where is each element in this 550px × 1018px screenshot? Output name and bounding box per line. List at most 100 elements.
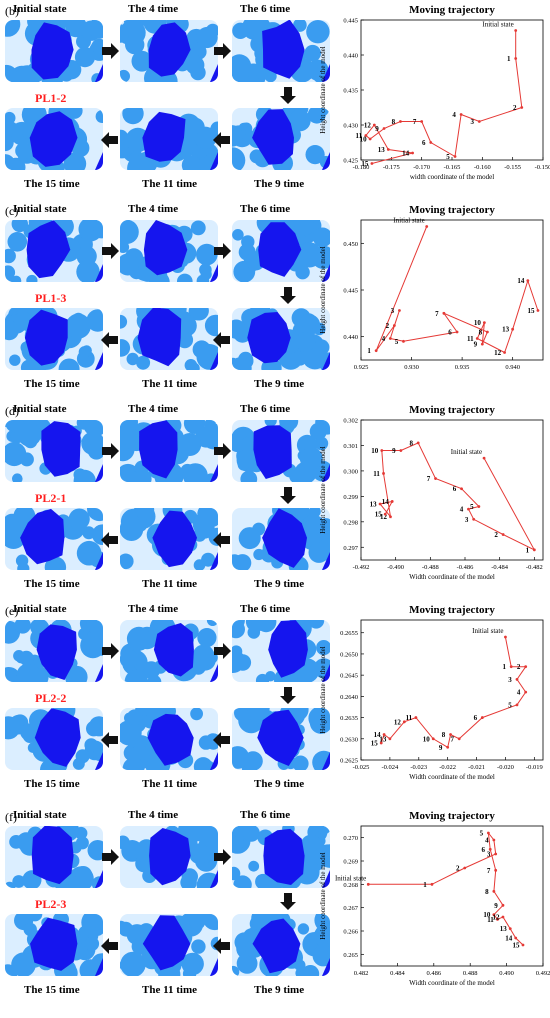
- particle-snapshot: [232, 914, 330, 976]
- particle-snapshot: [5, 914, 103, 976]
- trajectory-chart: Moving trajectory -0.025 -0.024 -0.023 -0.02…: [319, 604, 544, 781]
- point-label: 13: [370, 501, 378, 509]
- arrow-left-icon: [101, 332, 118, 348]
- particle-snapshot: [120, 914, 218, 976]
- state-label: The 15 time: [24, 378, 80, 390]
- state-label: The 11 time: [142, 778, 197, 790]
- point-label: 14: [505, 935, 513, 943]
- trajectory-point: [398, 309, 401, 312]
- point-label: 4: [517, 689, 521, 697]
- state-label: The 11 time: [142, 378, 197, 390]
- point-label: 1: [507, 55, 511, 63]
- point-label: 6: [448, 329, 452, 337]
- trajectory-point: [459, 113, 463, 116]
- state-label: Initial state: [13, 403, 67, 415]
- particle-snapshot: [120, 108, 218, 170]
- particle-snapshot: [5, 420, 103, 482]
- trajectory-point: [492, 838, 496, 842]
- panel-4: (f) Initial state The 4 time The 6 time PL2-…: [0, 806, 550, 1006]
- state-label: Initial state: [13, 809, 67, 821]
- trajectory-point: [446, 745, 450, 749]
- trajectory-point: [364, 134, 368, 137]
- trajectory-point: [378, 502, 382, 506]
- x-tick-label: 0.925: [354, 364, 369, 371]
- state-label: The 11 time: [142, 984, 197, 996]
- trajectory-point: [399, 120, 402, 123]
- x-tick-label: 0.935: [455, 364, 470, 371]
- state-label: The 4 time: [128, 3, 179, 15]
- particle-snapshot: [232, 620, 330, 682]
- trajectory-point: [532, 548, 536, 552]
- initial-state-annotation: Initial state: [472, 627, 503, 635]
- trajectory-point: [414, 716, 418, 719]
- y-tick-label: 0.268: [343, 882, 358, 889]
- trajectory-point: [388, 737, 392, 741]
- trajectory-point: [379, 741, 383, 745]
- trajectory-point: [477, 505, 481, 508]
- x-tick-label: -0.020: [497, 764, 514, 771]
- particle-snapshot: [232, 708, 330, 770]
- arrow-right-icon: [102, 43, 119, 59]
- y-tick-label: 0.425: [343, 158, 358, 165]
- point-label: 14: [374, 731, 382, 739]
- trajectory-point: [429, 141, 433, 144]
- point-label: 3: [465, 516, 469, 524]
- trajectory-point: [511, 327, 515, 331]
- y-axis-label: Height coordinate of the model: [319, 46, 327, 134]
- x-tick-label: 0.490: [499, 970, 514, 977]
- x-tick-label: -0.150: [535, 164, 550, 171]
- x-tick-label: -0.490: [387, 564, 404, 571]
- y-tick-label: 0.430: [343, 123, 358, 130]
- arrow-left-icon: [213, 132, 230, 148]
- trajectory-line: [379, 442, 536, 551]
- trajectory-point: [434, 477, 437, 480]
- point-label: 9: [392, 447, 396, 455]
- point-label: 5: [470, 503, 474, 511]
- y-tick-label: 0.266: [343, 929, 358, 936]
- point-label: 8: [409, 439, 413, 447]
- particle-snapshot: [232, 20, 330, 82]
- x-axis-label: Width coordinate of the model: [409, 979, 495, 987]
- y-tick-label: 0.301: [343, 443, 358, 450]
- panel-0: (b) Initial state The 4 time The 6 time PL1-…: [0, 0, 550, 200]
- point-label: 3: [471, 118, 475, 126]
- point-label: 15: [512, 942, 520, 950]
- panel-3: (e) Initial state The 4 time The 6 time PL2-…: [0, 600, 550, 800]
- trajectory-chart: Moving trajectory 0.482 0.484 0.486 0.488 0.4…: [319, 810, 550, 987]
- arrow-left-icon: [101, 732, 118, 748]
- point-label: 9: [439, 744, 443, 752]
- arrow-right-icon: [214, 43, 231, 59]
- point-label: 12: [492, 914, 500, 922]
- trajectory-line: [368, 831, 524, 946]
- arrow-right-icon: [214, 243, 231, 259]
- point-label: 2: [494, 531, 498, 539]
- trajectory-point: [480, 716, 484, 719]
- state-label: Initial state: [13, 3, 67, 15]
- x-axis-label: width coordinate of the model: [410, 173, 494, 181]
- trajectory-point: [390, 500, 394, 503]
- trajectory-point: [442, 311, 446, 315]
- case-label: PL2-2: [35, 691, 67, 705]
- trajectory-point: [492, 889, 496, 893]
- trajectory-point: [411, 151, 414, 155]
- point-label: 9: [494, 902, 498, 910]
- point-label: 13: [379, 735, 387, 743]
- point-label: 13: [502, 326, 510, 334]
- point-label: 11: [356, 132, 363, 140]
- particle-snapshot: [232, 420, 330, 482]
- trajectory-point: [492, 913, 496, 917]
- trajectory-point: [477, 120, 481, 123]
- point-label: 12: [394, 718, 402, 726]
- y-tick-label: 0.270: [343, 835, 358, 842]
- trajectory-point: [416, 441, 420, 445]
- state-label: Initial state: [13, 203, 67, 215]
- y-tick-label: 0.2625: [340, 758, 358, 765]
- x-tick-label: -0.155: [504, 164, 521, 171]
- arrow-right-icon: [214, 849, 231, 865]
- particle-snapshot: [5, 620, 103, 682]
- x-tick-label: -0.025: [353, 764, 370, 771]
- particle-snapshot: [232, 220, 330, 282]
- trajectory-point: [526, 279, 530, 283]
- trajectory-point: [504, 635, 507, 639]
- arrow-left-icon: [213, 938, 230, 954]
